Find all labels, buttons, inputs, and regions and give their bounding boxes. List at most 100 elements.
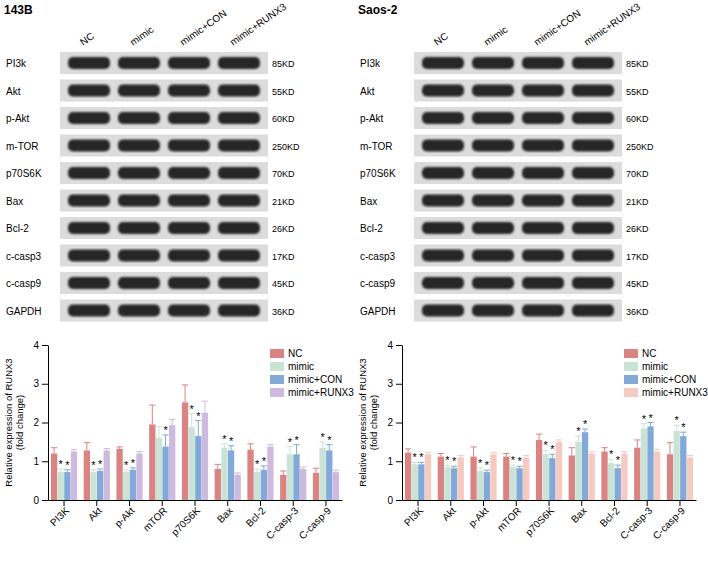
bar bbox=[438, 457, 444, 500]
x-tick-label: Bax bbox=[215, 505, 235, 525]
blot-background bbox=[60, 300, 268, 322]
band bbox=[68, 305, 110, 317]
plot-area bbox=[405, 423, 693, 501]
y-tick-label: 3 bbox=[387, 378, 393, 389]
y-tick: 1 bbox=[387, 456, 402, 467]
error-bar bbox=[267, 445, 273, 447]
size-label: 45KD bbox=[272, 279, 295, 289]
bar bbox=[189, 427, 195, 500]
blot-background bbox=[414, 245, 622, 267]
error-bar bbox=[523, 455, 529, 457]
y-tick-mark bbox=[42, 384, 48, 385]
bar bbox=[444, 467, 450, 500]
x-tick-mark bbox=[260, 500, 261, 506]
lane-label: mimic+RUNX3 bbox=[228, 1, 289, 48]
bar bbox=[654, 452, 660, 500]
significance-mark: * bbox=[59, 458, 64, 470]
x-tick-label: PI3K bbox=[48, 505, 71, 528]
band bbox=[572, 85, 614, 97]
protein-label: GAPDH bbox=[6, 306, 42, 317]
error-bar bbox=[169, 419, 175, 425]
protein-label: PI3k bbox=[6, 58, 27, 69]
y-tick-label: 2 bbox=[387, 417, 393, 428]
size-label: 60KD bbox=[626, 114, 649, 124]
blot-background bbox=[60, 245, 268, 267]
bar bbox=[549, 458, 555, 500]
size-label: 85KD bbox=[626, 59, 649, 69]
y-axis: 01234 bbox=[387, 340, 402, 506]
band bbox=[522, 305, 564, 317]
y-tick: 4 bbox=[387, 340, 402, 351]
x-tick: PI3K bbox=[48, 500, 71, 528]
error-bar bbox=[654, 450, 660, 452]
x-tick-label: C-casp-9 bbox=[651, 505, 688, 542]
x-tick-mark bbox=[96, 500, 97, 506]
bar bbox=[687, 457, 693, 500]
significance-mark: * bbox=[544, 439, 549, 451]
blot-background bbox=[60, 190, 268, 212]
band bbox=[68, 277, 110, 289]
significance-mark: * bbox=[255, 458, 260, 470]
bar bbox=[123, 472, 129, 500]
legend-swatch bbox=[270, 388, 284, 397]
bar bbox=[510, 467, 516, 500]
band bbox=[422, 140, 464, 152]
size-label: 17KD bbox=[272, 252, 295, 262]
bar bbox=[589, 454, 595, 501]
bar bbox=[221, 448, 227, 500]
size-label: 21KD bbox=[626, 197, 649, 207]
bar bbox=[680, 436, 686, 500]
bar bbox=[451, 468, 457, 500]
y-tick-mark bbox=[396, 500, 402, 501]
band bbox=[218, 277, 260, 289]
bar bbox=[333, 472, 339, 500]
band bbox=[422, 305, 464, 317]
y-tick-label: 1 bbox=[33, 456, 39, 467]
bar bbox=[169, 425, 175, 500]
band bbox=[522, 250, 564, 262]
band bbox=[218, 140, 260, 152]
y-tick-label: 0 bbox=[33, 495, 39, 506]
y-tick-label: 4 bbox=[387, 340, 393, 351]
band bbox=[118, 277, 160, 289]
blot-background bbox=[60, 107, 268, 129]
x-tick: C-casp-9 bbox=[651, 500, 688, 541]
band bbox=[472, 195, 514, 207]
band bbox=[218, 305, 260, 317]
x-tick-mark bbox=[549, 500, 550, 506]
blot-background bbox=[414, 190, 622, 212]
band bbox=[422, 57, 464, 69]
band bbox=[218, 195, 260, 207]
bar bbox=[156, 438, 162, 500]
error-bar bbox=[195, 421, 201, 437]
band bbox=[572, 167, 614, 179]
x-tick-mark bbox=[129, 500, 130, 506]
legend-swatch bbox=[270, 375, 284, 384]
band bbox=[422, 222, 464, 234]
x-axis: PI3KAktp-AktmTORp70S6KBaxBcl-2C-casp-3C-… bbox=[402, 500, 697, 541]
significance-mark: * bbox=[124, 459, 129, 471]
y-tick: 4 bbox=[33, 340, 48, 351]
error-bar bbox=[687, 455, 693, 457]
x-tick-label: mTOR bbox=[141, 505, 169, 533]
error-bar bbox=[569, 448, 575, 456]
blot-panel: 143BNCmimicmimic+CONmimic+RUNX3PI3k85KDA… bbox=[4, 1, 300, 322]
band bbox=[522, 167, 564, 179]
y-tick-mark bbox=[396, 384, 402, 385]
bar bbox=[647, 426, 653, 500]
error-bar bbox=[425, 452, 431, 454]
legend-label: mimic+CON bbox=[642, 374, 696, 385]
panel-title: Saos-2 bbox=[358, 3, 398, 17]
x-tick-label: Akt bbox=[440, 505, 458, 523]
blot-background bbox=[60, 80, 268, 102]
protein-label: m-TOR bbox=[360, 141, 393, 152]
band bbox=[68, 57, 110, 69]
significance-mark: * bbox=[675, 414, 680, 426]
significance-mark: * bbox=[190, 403, 195, 415]
bar bbox=[326, 450, 332, 500]
error-bar bbox=[536, 434, 542, 440]
x-tick-mark bbox=[418, 500, 419, 506]
x-tick: Bax bbox=[215, 500, 235, 525]
annotations: ****************** bbox=[413, 412, 687, 472]
x-tick: p70S6K bbox=[169, 500, 202, 538]
